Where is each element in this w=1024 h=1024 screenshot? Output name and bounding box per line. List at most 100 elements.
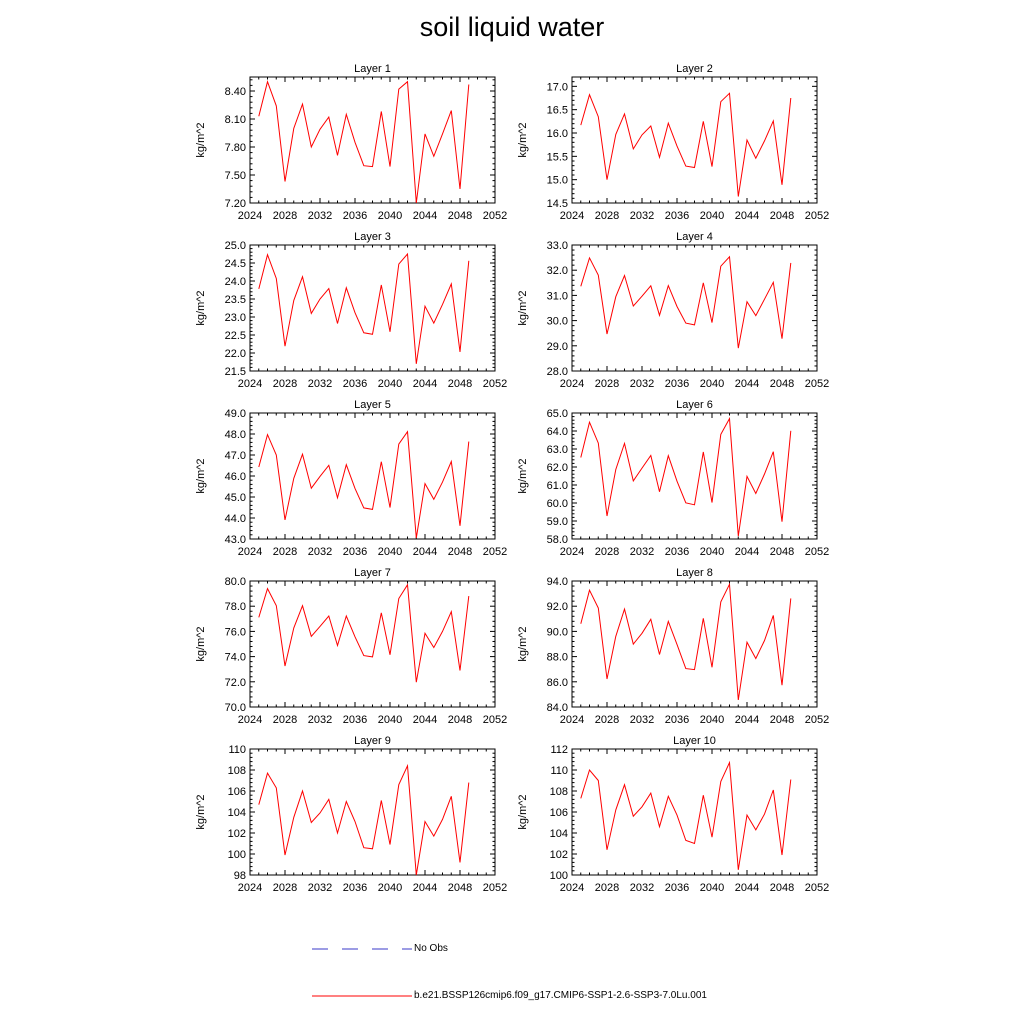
y-tick-label: 44.0 xyxy=(225,513,246,525)
panel-3: Layer 3 kg/m^2 2024 2028 2032 2036 2040 2044 204… xyxy=(195,231,507,390)
y-axis-label: kg/m^2 xyxy=(517,626,529,661)
y-axis-label: kg/m^2 xyxy=(517,122,529,157)
y-tick-label: 74.0 xyxy=(225,652,246,664)
plot-frame xyxy=(571,244,818,372)
x-tick-label: 2040 xyxy=(700,378,724,390)
y-axis-label: kg/m^2 xyxy=(195,122,207,157)
x-tick-label: 2024 xyxy=(238,714,262,726)
x-tick-label: 2036 xyxy=(343,546,367,558)
y-tick-label: 30.0 xyxy=(547,316,568,328)
y-tick-label: 78.0 xyxy=(225,601,246,613)
y-tick-label: 15.5 xyxy=(547,151,568,163)
y-tick-label: 7.50 xyxy=(225,170,246,182)
x-tick-label: 2032 xyxy=(308,546,332,558)
x-tick-label: 2028 xyxy=(273,714,297,726)
x-tick-label: 2044 xyxy=(735,546,759,558)
panel-title: Layer 7 xyxy=(354,567,391,579)
x-tick-label: 2048 xyxy=(448,546,472,558)
y-tick-label: 76.0 xyxy=(225,626,246,638)
x-tick-label: 2052 xyxy=(805,714,829,726)
figure-title: soil liquid water xyxy=(419,12,605,42)
y-tick-label: 59.0 xyxy=(547,516,568,528)
y-tick-label: 100 xyxy=(228,849,246,861)
y-tick-label: 23.0 xyxy=(225,312,246,324)
y-tick-label: 24.0 xyxy=(225,276,246,288)
x-tick-label: 2048 xyxy=(448,714,472,726)
x-tick-label: 2048 xyxy=(770,546,794,558)
x-tick-label: 2052 xyxy=(483,210,507,222)
x-tick-label: 2032 xyxy=(630,546,654,558)
y-axis-label: kg/m^2 xyxy=(517,458,529,493)
y-tick-label: 61.0 xyxy=(547,480,568,492)
series-line xyxy=(258,763,470,876)
plot-frame xyxy=(249,244,496,372)
y-tick-label: 90.0 xyxy=(547,626,568,638)
x-tick-label: 2028 xyxy=(273,378,297,390)
x-tick-label: 2024 xyxy=(238,882,262,894)
x-tick-label: 2040 xyxy=(700,210,724,222)
plot-frame xyxy=(571,748,818,876)
y-tick-label: 98 xyxy=(234,870,246,882)
y-tick-label: 108 xyxy=(228,765,246,777)
x-tick-label: 2028 xyxy=(595,882,619,894)
y-axis-label: kg/m^2 xyxy=(195,458,207,493)
y-tick-label: 33.0 xyxy=(547,240,568,252)
series-line xyxy=(580,582,792,700)
y-tick-label: 106 xyxy=(550,807,568,819)
y-axis-label: kg/m^2 xyxy=(517,794,529,829)
x-tick-label: 2040 xyxy=(378,210,402,222)
y-tick-label: 72.0 xyxy=(225,677,246,689)
y-tick-label: 112 xyxy=(550,744,568,756)
plot-frame xyxy=(249,748,496,876)
y-tick-label: 46.0 xyxy=(225,471,246,483)
y-tick-label: 106 xyxy=(228,786,246,798)
y-tick-label: 8.40 xyxy=(225,86,246,98)
x-tick-label: 2024 xyxy=(560,378,584,390)
panel-6: Layer 6 kg/m^2 2024 2028 2032 2036 2040 2044 204… xyxy=(517,399,829,558)
y-tick-label: 22.5 xyxy=(225,330,246,342)
x-tick-label: 2032 xyxy=(308,378,332,390)
y-tick-label: 25.0 xyxy=(225,240,246,252)
x-tick-label: 2044 xyxy=(413,714,437,726)
x-tick-label: 2048 xyxy=(448,378,472,390)
x-tick-label: 2032 xyxy=(308,714,332,726)
x-tick-label: 2036 xyxy=(343,210,367,222)
x-tick-label: 2028 xyxy=(273,210,297,222)
x-tick-label: 2028 xyxy=(595,714,619,726)
y-tick-label: 110 xyxy=(550,765,568,777)
x-tick-label: 2040 xyxy=(700,714,724,726)
plot-frame xyxy=(249,76,496,204)
x-tick-label: 2048 xyxy=(770,882,794,894)
y-tick-label: 63.0 xyxy=(547,444,568,456)
plot-frame xyxy=(249,412,496,540)
y-tick-label: 92.0 xyxy=(547,601,568,613)
x-tick-label: 2032 xyxy=(630,378,654,390)
y-tick-label: 60.0 xyxy=(547,498,568,510)
x-tick-label: 2048 xyxy=(770,714,794,726)
x-tick-label: 2052 xyxy=(483,714,507,726)
y-tick-label: 80.0 xyxy=(225,576,246,588)
x-tick-label: 2024 xyxy=(238,546,262,558)
y-tick-label: 15.0 xyxy=(547,175,568,187)
y-tick-label: 102 xyxy=(550,849,568,861)
x-tick-label: 2036 xyxy=(343,882,367,894)
y-tick-label: 47.0 xyxy=(225,450,246,462)
x-tick-label: 2028 xyxy=(273,882,297,894)
x-tick-label: 2044 xyxy=(735,378,759,390)
y-tick-label: 84.0 xyxy=(547,702,568,714)
y-tick-label: 88.0 xyxy=(547,652,568,664)
x-tick-label: 2028 xyxy=(273,546,297,558)
y-tick-label: 102 xyxy=(228,828,246,840)
y-tick-label: 48.0 xyxy=(225,429,246,441)
panel-title: Layer 6 xyxy=(676,399,713,411)
x-tick-label: 2036 xyxy=(665,210,689,222)
y-tick-label: 65.0 xyxy=(547,408,568,420)
x-tick-label: 2044 xyxy=(413,882,437,894)
x-tick-label: 2048 xyxy=(448,210,472,222)
series-line xyxy=(580,255,792,349)
series-line xyxy=(580,760,792,870)
y-tick-label: 49.0 xyxy=(225,408,246,420)
y-tick-label: 29.0 xyxy=(547,341,568,353)
x-tick-label: 2040 xyxy=(378,378,402,390)
